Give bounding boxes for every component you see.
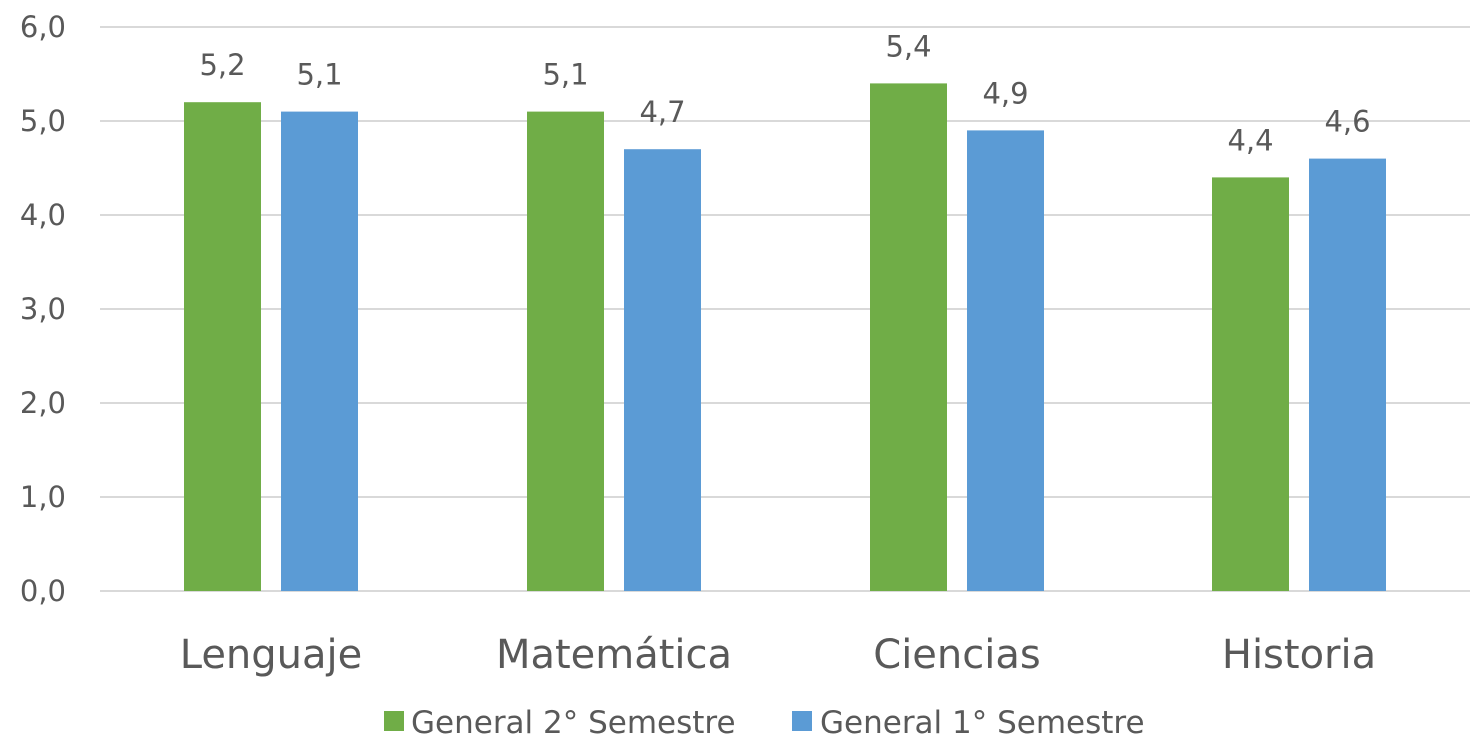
- category-label: Historia: [1222, 632, 1376, 678]
- bar: [1309, 158, 1386, 591]
- legend-label: General 1° Semestre: [820, 705, 1145, 741]
- data-label: 4,9: [982, 76, 1028, 110]
- y-tick-label: 6,0: [20, 10, 66, 44]
- y-tick-label: 2,0: [20, 386, 66, 420]
- data-label: 4,7: [639, 95, 685, 129]
- data-label: 5,4: [885, 29, 931, 63]
- legend: General 2° Semestre General 1° Semestre: [384, 705, 1145, 741]
- y-axis-ticks: 0,0 1,0 2,0 3,0 4,0 5,0 6,0: [20, 10, 66, 608]
- data-label: 4,6: [1324, 105, 1370, 139]
- category-label: Ciencias: [873, 632, 1040, 678]
- bar: [281, 111, 358, 591]
- category-label: Matemática: [496, 632, 732, 678]
- y-tick-label: 1,0: [20, 480, 66, 514]
- legend-label: General 2° Semestre: [411, 705, 736, 741]
- bars: [184, 83, 1386, 592]
- category-label: Lenguaje: [180, 632, 363, 678]
- bar: [184, 102, 261, 591]
- y-tick-label: 3,0: [20, 292, 66, 326]
- bar: [967, 130, 1044, 591]
- data-label: 5,1: [296, 58, 342, 92]
- data-labels: 5,2 5,1 5,1 4,7 5,4 4,9 4,4 4,6: [199, 29, 1370, 157]
- bar: [624, 149, 701, 591]
- bar: [527, 111, 604, 591]
- y-tick-label: 5,0: [20, 104, 66, 138]
- y-tick-label: 0,0: [20, 574, 66, 608]
- data-label: 5,2: [199, 48, 245, 82]
- y-tick-label: 4,0: [20, 198, 66, 232]
- legend-swatch: [792, 711, 812, 731]
- x-axis-categories: Lenguaje Matemática Ciencias Historia: [180, 632, 1376, 678]
- data-label: 4,4: [1227, 123, 1273, 157]
- legend-swatch: [384, 711, 404, 731]
- bar: [1212, 177, 1289, 591]
- bar: [870, 83, 947, 592]
- data-label: 5,1: [542, 58, 588, 92]
